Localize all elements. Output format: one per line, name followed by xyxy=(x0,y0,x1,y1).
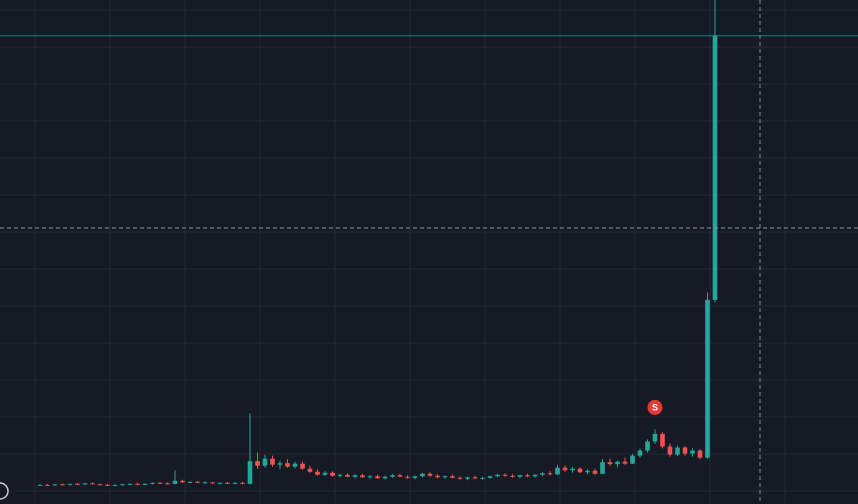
candle-body xyxy=(652,433,658,442)
candle-body xyxy=(420,473,425,477)
candle-body xyxy=(637,450,643,456)
candle-body xyxy=(540,473,545,475)
candle-body xyxy=(555,467,560,475)
candle-body xyxy=(367,476,373,478)
candle-body xyxy=(570,468,575,471)
candle-body xyxy=(37,484,43,486)
candles xyxy=(37,0,718,487)
candle-body xyxy=(450,476,455,478)
candle-body xyxy=(247,461,253,484)
candle-body xyxy=(442,476,448,478)
candle-body xyxy=(457,477,463,479)
candle-body xyxy=(195,481,200,483)
candle-body xyxy=(142,483,148,485)
candle-body xyxy=(337,474,343,476)
candle-body xyxy=(52,484,58,486)
candle-body xyxy=(232,482,238,484)
candle-body xyxy=(127,483,133,485)
candle-body xyxy=(210,482,215,484)
candle-body xyxy=(112,484,118,486)
candle-body xyxy=(510,475,515,477)
candle-body xyxy=(495,474,500,477)
candle-body xyxy=(45,484,50,486)
candle-body xyxy=(487,476,493,478)
candle-body xyxy=(300,463,305,469)
candle-body xyxy=(315,471,320,475)
candle-body xyxy=(105,484,110,486)
candle-body xyxy=(577,468,583,473)
signal-marker xyxy=(647,399,663,415)
candle-body xyxy=(120,484,125,486)
candle-body xyxy=(435,475,440,478)
candle-body xyxy=(412,476,418,478)
candle-body xyxy=(330,472,335,476)
candle-body xyxy=(502,474,508,476)
candle-body xyxy=(75,483,80,485)
candle-body xyxy=(600,462,605,474)
candle-body xyxy=(180,480,185,483)
candle-body xyxy=(240,482,245,484)
candle-body xyxy=(682,447,688,454)
candle-body xyxy=(375,476,380,479)
candle-body xyxy=(480,477,485,479)
candle-body xyxy=(607,462,613,465)
candle-body xyxy=(690,450,695,454)
candle-body xyxy=(157,482,163,484)
candle-body xyxy=(465,477,470,479)
candle-body xyxy=(630,455,635,464)
candle-body xyxy=(67,483,73,485)
candle-body xyxy=(322,472,328,475)
candle-body xyxy=(532,474,538,477)
candle-body xyxy=(547,473,553,475)
candle-body xyxy=(217,482,223,484)
candle-body xyxy=(352,475,358,477)
candle-body xyxy=(277,463,283,465)
candle-body xyxy=(202,482,208,484)
candle-body xyxy=(405,476,410,478)
candle-body xyxy=(615,461,620,465)
candle-body xyxy=(82,483,88,485)
candle-body xyxy=(390,475,395,477)
candle-body xyxy=(135,483,140,485)
candle-body xyxy=(165,483,170,485)
candle-body xyxy=(270,458,275,465)
candle-body xyxy=(262,458,268,466)
candle-body xyxy=(562,467,568,471)
candle-body xyxy=(285,463,290,467)
candle-body xyxy=(592,470,598,474)
settings-icon[interactable] xyxy=(0,482,9,500)
candle-body xyxy=(60,484,65,486)
candle-body xyxy=(667,446,673,455)
candle-body xyxy=(360,475,365,478)
candle-body xyxy=(97,484,103,486)
candle-body xyxy=(472,477,478,479)
candle-body xyxy=(345,474,350,477)
candle-body xyxy=(150,482,155,484)
candle-body xyxy=(697,450,703,458)
candle-body xyxy=(705,299,710,458)
candle-body xyxy=(622,461,628,464)
candle-body xyxy=(307,468,313,472)
candle-body xyxy=(90,483,95,485)
candle-body xyxy=(585,470,590,473)
candle-body xyxy=(427,473,433,476)
signal-label: S xyxy=(652,402,658,412)
candle-body xyxy=(397,475,403,477)
candle-body xyxy=(382,476,388,479)
candle-body xyxy=(255,461,260,466)
candle-body xyxy=(292,463,298,467)
candle-body xyxy=(172,480,178,484)
settings-button[interactable] xyxy=(0,482,9,500)
candle-body xyxy=(225,482,230,484)
candle-body xyxy=(187,481,193,483)
candle-body xyxy=(660,433,665,447)
candle-body xyxy=(675,447,680,455)
candle-body xyxy=(712,35,718,300)
candle-body xyxy=(525,475,530,477)
candle-body xyxy=(645,441,650,451)
candle-body xyxy=(517,475,523,477)
